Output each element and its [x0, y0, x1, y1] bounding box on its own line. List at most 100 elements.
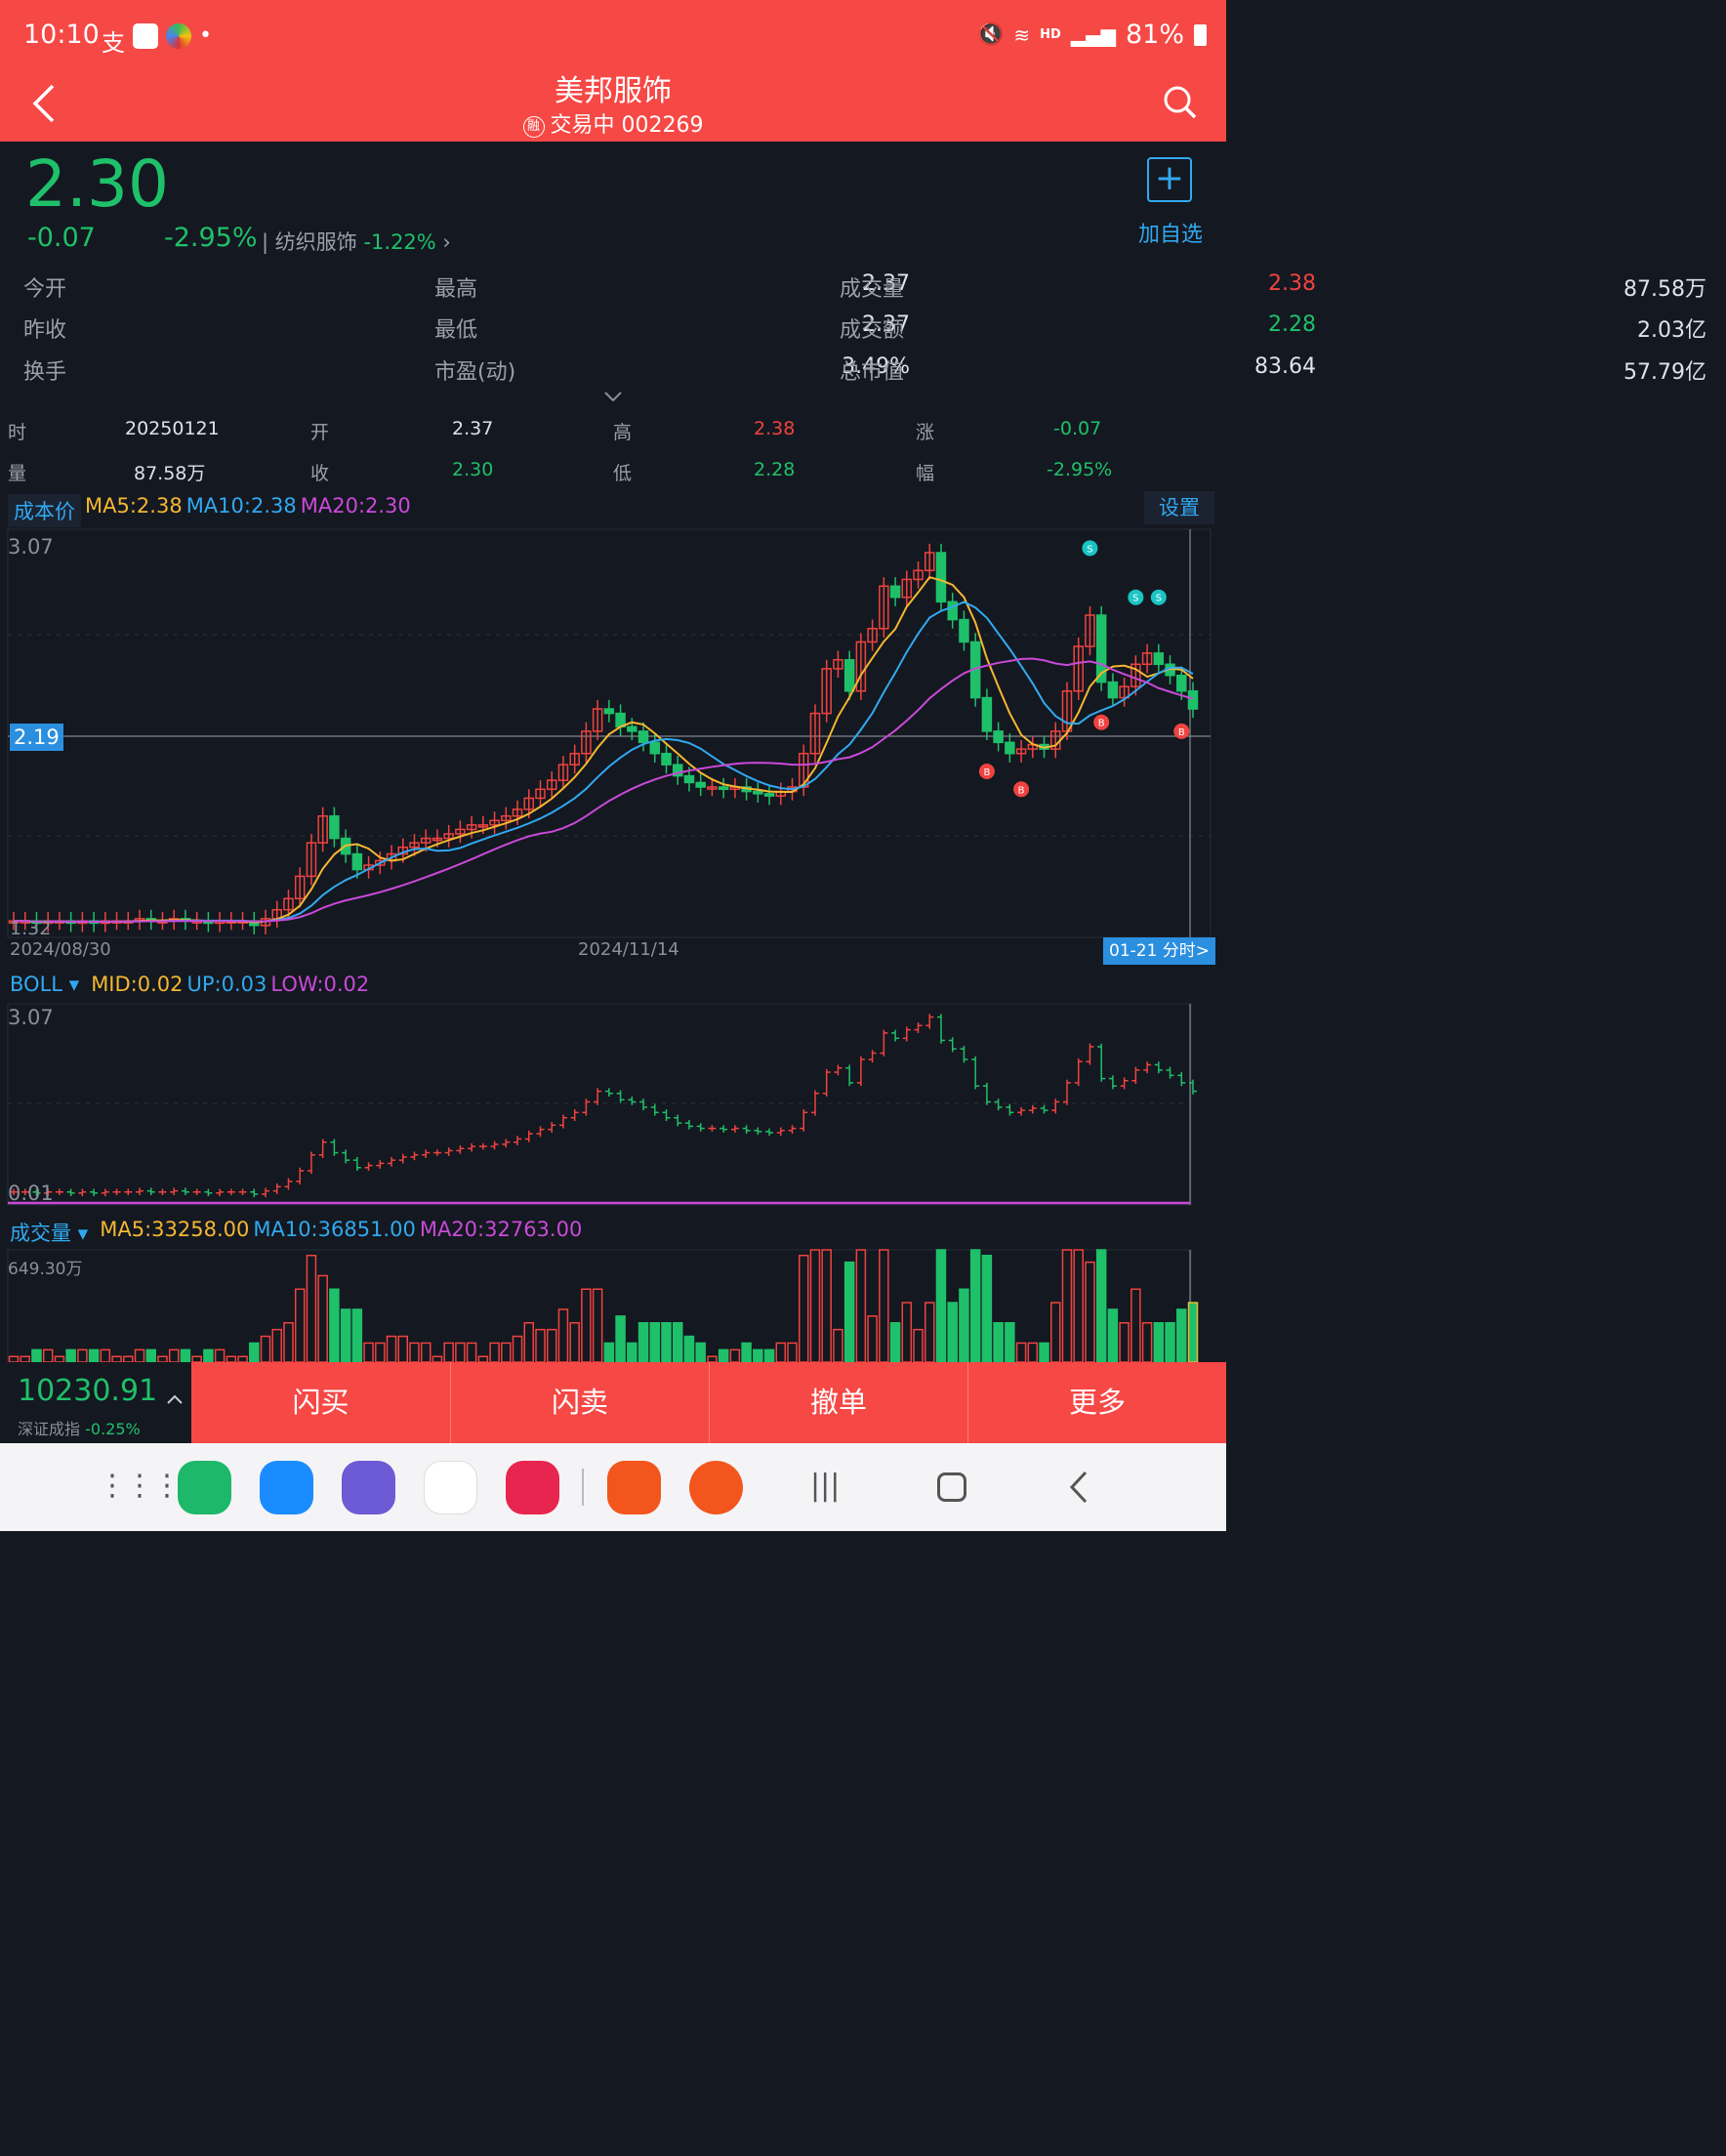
recents-icon[interactable]: |||	[810, 1469, 841, 1503]
volume-bar	[317, 1274, 328, 1362]
stock-code: 交易中 002269	[550, 113, 704, 138]
home-icon[interactable]	[937, 1472, 966, 1502]
vol-ma5: MA5:33258.00	[100, 1218, 250, 1241]
marker-text: B	[1178, 727, 1185, 738]
flash-sell-button[interactable]: 闪卖	[450, 1362, 709, 1443]
candle-body	[317, 814, 328, 844]
volume-bar	[581, 1288, 592, 1362]
main-chart-legend: 成本价 MA5:2.38 MA10:2.38 MA20:2.30	[8, 494, 411, 527]
volume-bar	[1005, 1322, 1015, 1362]
status-right: 🔇 ≋ HD ▂▄▆ 81%	[977, 20, 1207, 50]
volume-bar	[1027, 1342, 1039, 1362]
broker-app-icon[interactable]	[689, 1461, 743, 1514]
add-watch-icon[interactable]: +	[1147, 157, 1192, 202]
volume-bar	[1050, 1302, 1061, 1362]
boll-low: LOW:0.02	[270, 973, 370, 996]
candle-body	[477, 824, 489, 828]
volume-bar	[843, 1261, 855, 1362]
volume-bar	[729, 1348, 741, 1362]
search-icon[interactable]	[1162, 84, 1199, 121]
volume-bar	[31, 1348, 42, 1362]
cursor-price-tag: 2.19	[10, 724, 63, 751]
buy-marker-dot	[978, 764, 995, 779]
candle-body	[1141, 652, 1153, 666]
volume-chart[interactable]	[0, 1248, 1226, 1362]
browser-app-icon[interactable]	[342, 1461, 395, 1514]
volume-bar	[409, 1342, 420, 1362]
chevron-up-icon[interactable]	[166, 1393, 184, 1405]
volume-bar	[1085, 1261, 1095, 1362]
candle-body	[993, 730, 1004, 744]
volume-bar	[901, 1302, 913, 1362]
stock-status: 融交易中 002269	[0, 107, 1226, 139]
cancel-order-button[interactable]: 撤单	[709, 1362, 967, 1443]
nav-back-icon[interactable]	[1068, 1471, 1089, 1504]
ma10-label: MA10:2.38	[185, 494, 297, 518]
volume-bar	[718, 1348, 729, 1362]
marker-text: B	[1018, 785, 1025, 796]
intraday-link[interactable]: 01-21 分时>	[1103, 937, 1216, 965]
volume-bar	[833, 1328, 843, 1362]
more-button[interactable]: 更多	[967, 1362, 1226, 1443]
volume-bar	[1141, 1322, 1153, 1362]
boll-label: BOLL	[10, 973, 62, 996]
volume-bar	[466, 1342, 477, 1362]
candle-body	[959, 618, 969, 643]
candle-body	[683, 774, 695, 784]
volume-bar	[100, 1348, 111, 1362]
camera-app-icon[interactable]	[506, 1461, 559, 1514]
candle-body	[821, 668, 832, 715]
candle-body	[1107, 681, 1119, 699]
flash-buy-button[interactable]: 闪买	[292, 1386, 349, 1419]
volume-bar	[501, 1342, 512, 1362]
volume-legend: 成交量 ▾ MA5:33258.00 MA10:36851.00 MA20:32…	[10, 1218, 582, 1247]
boll-selector[interactable]: BOLL ▾	[10, 973, 80, 996]
phone-app-icon[interactable]	[178, 1461, 231, 1514]
buy-marker: B	[1173, 723, 1190, 739]
messages-app-icon[interactable]	[260, 1461, 313, 1514]
cost-price-toggle[interactable]: 成本价	[8, 494, 81, 527]
volume-selector[interactable]: 成交量 ▾	[10, 1222, 89, 1245]
candle-body	[855, 641, 867, 692]
wifi-icon: ≋	[1013, 22, 1031, 47]
stat-label: 最高	[434, 277, 478, 302]
play-store-icon[interactable]	[424, 1461, 477, 1514]
volume-bar	[707, 1355, 718, 1362]
volume-bar	[283, 1322, 294, 1362]
chart-frame	[7, 528, 1212, 938]
trading-app-icon[interactable]	[607, 1461, 661, 1514]
volume-bar	[249, 1342, 260, 1362]
vol-ma20: MA20:32763.00	[419, 1218, 583, 1241]
volume-bar	[855, 1249, 867, 1362]
candle-body	[843, 658, 855, 692]
volume-bar	[1119, 1322, 1130, 1362]
index-panel[interactable]: 10230.91 深证成指 -0.25%	[0, 1362, 191, 1443]
volume-bar	[683, 1335, 695, 1362]
candle-body	[672, 764, 683, 777]
expand-chevron-icon[interactable]	[603, 391, 623, 402]
volume-bar	[180, 1348, 191, 1362]
boll-legend: BOLL ▾ MID:0.02 UP:0.03 LOW:0.02	[10, 973, 369, 996]
kline-chart[interactable]: S B S B S B B	[0, 527, 1226, 967]
buy-marker-dot	[1013, 781, 1030, 798]
volume-bar	[420, 1342, 432, 1362]
app-drawer-icon[interactable]: ⋮⋮⋮	[98, 1469, 182, 1503]
sector-link[interactable]: | 纺织服饰 -1.22% ›	[262, 230, 451, 254]
stat-value: 2.28	[1268, 312, 1316, 337]
date-left: 2024/08/30	[10, 939, 111, 960]
volume-bar	[237, 1355, 248, 1362]
volume-bar	[993, 1322, 1004, 1362]
volume-bar	[546, 1328, 557, 1362]
volume-bar	[787, 1342, 798, 1362]
candle-body	[569, 752, 580, 766]
volume-bar	[763, 1348, 775, 1362]
volume-bar	[340, 1308, 351, 1362]
volume-bar	[397, 1335, 409, 1362]
volume-bar	[879, 1249, 889, 1362]
add-watch-button[interactable]: 加自选	[1138, 223, 1204, 247]
settings-button[interactable]: 设置	[1144, 491, 1214, 524]
boll-chart[interactable]	[0, 1002, 1226, 1209]
back-icon[interactable]	[31, 84, 59, 123]
stat-value: 2.37	[862, 312, 910, 337]
candle-body	[535, 788, 546, 800]
